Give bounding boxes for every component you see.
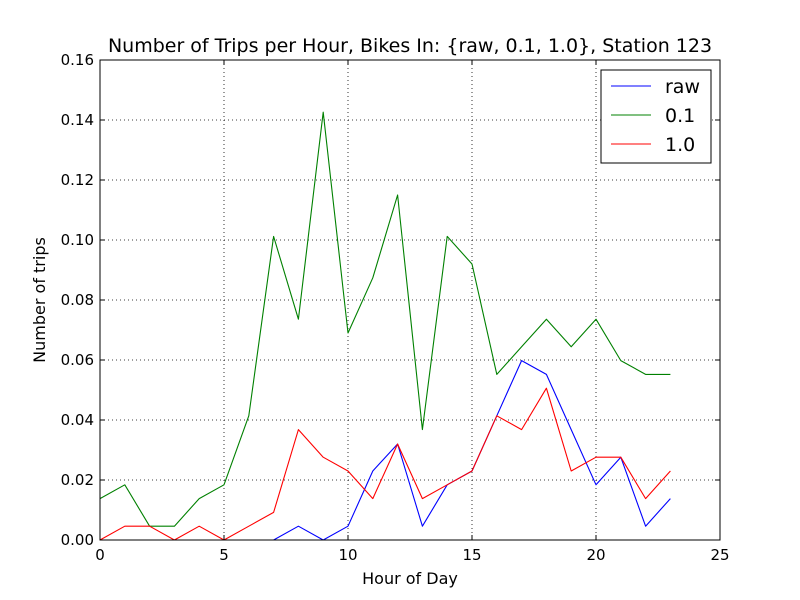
y-axis-label: Number of trips <box>30 237 49 363</box>
y-tick-label: 0.04 <box>61 411 94 429</box>
y-tick-label: 0.02 <box>61 471 94 489</box>
series-line-1-0 <box>99 387 671 541</box>
y-tick-label: 0.12 <box>61 171 94 189</box>
y-tick-label: 0.16 <box>61 51 94 69</box>
y-tick-label: 0.06 <box>61 351 94 369</box>
axis-ticks <box>99 59 721 541</box>
legend-label: 0.1 <box>665 105 695 127</box>
tick-labels: 0 5 10 15 20 25 0.00 0.02 0.04 0.06 0.08 0.10 0.12 0.… <box>61 51 730 564</box>
legend-entries: raw 0.1 1.0 <box>611 76 700 156</box>
legend: raw 0.1 1.0 <box>600 69 712 164</box>
x-tick-label: 20 <box>586 546 605 564</box>
x-tick-label: 10 <box>338 546 357 564</box>
y-tick-label: 0.00 <box>61 531 94 549</box>
y-tick-label: 0.08 <box>61 291 94 309</box>
x-tick-label: 25 <box>710 546 729 564</box>
y-tick-label: 0.14 <box>61 111 94 129</box>
legend-label: raw <box>665 76 700 98</box>
x-tick-label: 0 <box>95 546 105 564</box>
chart-title: Number of Trips per Hour, Bikes In: {raw… <box>108 35 712 57</box>
legend-label: 1.0 <box>665 134 695 156</box>
x-tick-label: 5 <box>219 546 229 564</box>
y-tick-label: 0.10 <box>61 231 94 249</box>
x-axis-label: Hour of Day <box>362 569 458 588</box>
x-tick-label: 15 <box>462 546 481 564</box>
series-line-0-1 <box>99 111 671 527</box>
